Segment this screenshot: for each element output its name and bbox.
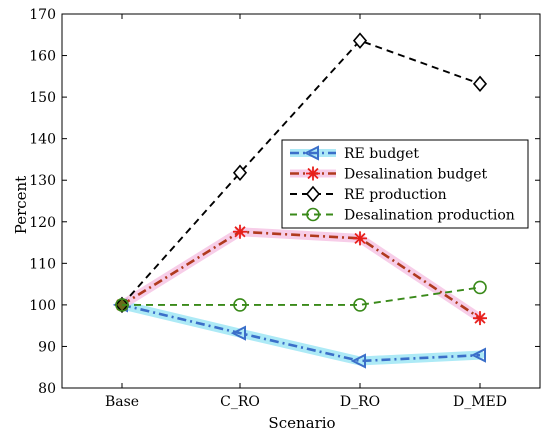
legend-label: RE production — [344, 187, 447, 203]
x-tick-label: D_RO — [340, 394, 380, 410]
data-point — [115, 298, 129, 312]
legend-label: Desalination production — [344, 208, 515, 224]
data-point — [233, 224, 247, 239]
x-tick-label: Base — [105, 394, 139, 410]
series-line — [121, 230, 481, 320]
series-line — [121, 303, 481, 363]
x-axis-label: Scenario — [268, 414, 335, 432]
y-tick-label: 90 — [38, 339, 56, 355]
plot-layer — [112, 32, 488, 369]
series-halo — [117, 300, 485, 366]
data-point — [353, 231, 367, 246]
x-tick-label: D_MED — [453, 394, 507, 410]
legend-entry: RE production — [290, 185, 447, 203]
x-tick-label: C_RO — [220, 394, 260, 410]
y-tick-label: 130 — [29, 173, 56, 189]
series-re-budget — [112, 297, 486, 369]
plot-frame — [61, 13, 541, 389]
data-point — [353, 298, 367, 312]
y-tick-label: 170 — [29, 7, 56, 23]
y-tick-label: 100 — [29, 298, 56, 314]
data-point — [350, 353, 366, 369]
data-point — [352, 32, 368, 49]
y-tick-label: 120 — [29, 215, 56, 231]
y-tick-label: 80 — [38, 381, 56, 397]
legend-entry: Desalination budget — [290, 166, 488, 183]
y-tick-label: 110 — [29, 256, 56, 272]
axes: 80 90 100 110 120 130 140 150 160 170 Base C_RO D_RO… — [29, 7, 541, 410]
legend-label: Desalination budget — [344, 167, 488, 183]
y-tick-label: 140 — [29, 132, 56, 148]
data-point — [470, 347, 486, 363]
legend-label: RE budget — [344, 146, 419, 162]
data-point — [232, 164, 248, 181]
legend: RE budget Desalination budget RE productio… — [281, 139, 529, 229]
y-tick-label: 160 — [29, 49, 56, 65]
series-line — [122, 286, 481, 306]
series-line — [121, 39, 481, 306]
legend-marker — [303, 145, 319, 161]
y-axis-label: Percent — [12, 176, 30, 234]
legend-entry: Desalination production — [290, 208, 515, 224]
data-point — [230, 325, 246, 341]
legend-marker — [305, 185, 321, 203]
data-point — [472, 75, 488, 93]
data-point — [473, 280, 487, 295]
series-desalination-production — [115, 280, 487, 312]
data-point — [473, 311, 487, 326]
legend-marker — [306, 207, 320, 222]
y-tick-label: 150 — [29, 90, 56, 106]
data-point — [233, 298, 247, 312]
legend-marker — [306, 166, 320, 181]
legend-entry: RE budget — [290, 145, 419, 162]
series-desalination-budget — [115, 224, 487, 326]
